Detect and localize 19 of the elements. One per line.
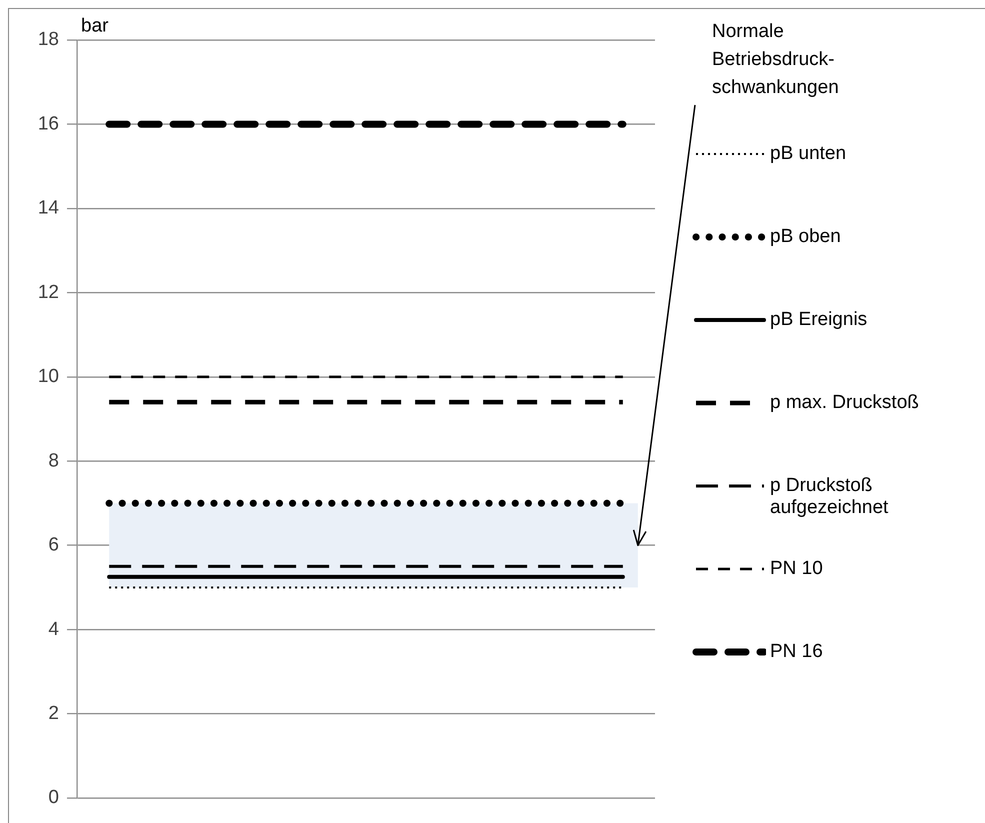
legend-label: p Druckstoß aufgezeichnet [770, 475, 890, 519]
legend-label: PN 10 [770, 558, 823, 580]
y-axis-title: bar [81, 16, 110, 37]
y-tick-label: 14 [38, 198, 60, 219]
legend-label: pB unten [770, 143, 846, 165]
y-tick-label: 18 [38, 29, 59, 50]
y-tick-label: 2 [48, 703, 59, 724]
legend-label: p max. Druckstoß [770, 392, 919, 414]
y-tick-label: 8 [48, 450, 59, 472]
y-tick-label: 10 [38, 366, 59, 388]
y-tick-label: 6 [48, 534, 59, 556]
y-tick-label: 12 [38, 282, 59, 303]
y-tick-label: 16 [38, 113, 59, 134]
legend-label: pB Ereignis [770, 309, 868, 331]
text: Normale Betriebsdruck-schwankungen [712, 20, 840, 100]
y-tick-label: 4 [48, 618, 60, 640]
legend-label: pB oben [770, 226, 841, 248]
y-tick-label: 0 [48, 787, 59, 808]
legend-label: PN 16 [770, 641, 823, 663]
